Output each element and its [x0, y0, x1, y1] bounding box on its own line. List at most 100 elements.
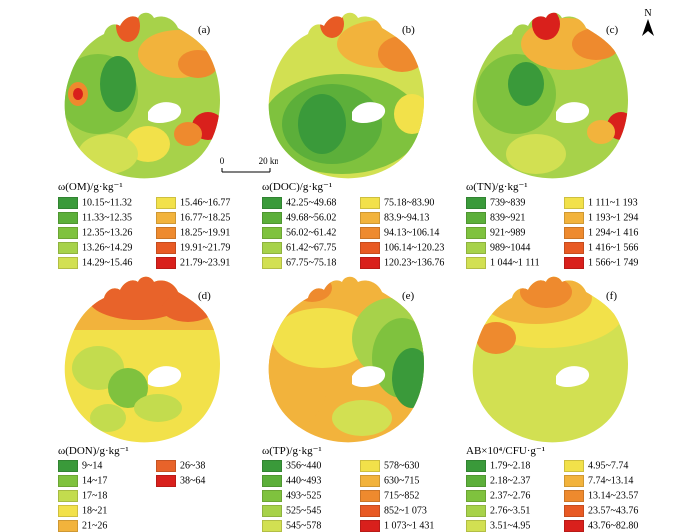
legend-label: 12.35~13.26	[82, 227, 133, 239]
legend-swatch	[466, 257, 486, 269]
legend-item: 10.15~11.32	[58, 197, 132, 209]
legend-item: 49.68~56.02	[262, 212, 337, 224]
legend-item: 21~26	[58, 520, 107, 532]
legend-swatch	[58, 227, 78, 239]
legend-item: 715~852	[360, 490, 419, 502]
legend-item: 1 111~1 193	[564, 197, 638, 209]
legend-item: 921~989	[466, 227, 526, 239]
legend-swatch	[262, 212, 282, 224]
legend-label: 1 073~1 431	[384, 520, 435, 532]
legend-label: 49.68~56.02	[286, 212, 337, 224]
north-arrow-icon: N	[642, 8, 654, 36]
legend-label: 525~545	[286, 505, 322, 517]
legend-label: 120.23~136.76	[384, 257, 445, 269]
legend-swatch	[262, 520, 282, 532]
legend-swatch	[58, 490, 78, 502]
legend-title: ω(DON)/g·kg⁻¹	[58, 445, 129, 457]
legend-item: 11.33~12.35	[58, 212, 133, 224]
legend-swatch	[360, 227, 380, 239]
map-doc	[268, 12, 424, 179]
legend-label: 14~17	[82, 475, 108, 487]
legend-item: 578~630	[360, 460, 419, 472]
panel-label: (b)	[402, 24, 415, 36]
legend-label: 630~715	[384, 475, 420, 487]
legend-item: 67.75~75.18	[262, 257, 337, 269]
legend-label: 56.02~61.42	[286, 227, 337, 239]
legend-label: 989~1044	[490, 242, 531, 254]
legend-label: 106.14~120.23	[384, 242, 445, 254]
legend-label: 1 566~1 749	[588, 257, 639, 269]
legend-swatch	[58, 242, 78, 254]
legend-swatch	[360, 197, 380, 209]
legend-title: AB×10⁴/CFU·g⁻¹	[466, 445, 546, 457]
legend-label: 839~921	[490, 212, 526, 224]
legend-item: 2.76~3.51	[466, 505, 531, 517]
legend-label: 4.95~7.74	[588, 460, 629, 472]
legend-label: 921~989	[490, 227, 526, 239]
legend-item: 56.02~61.42	[262, 227, 337, 239]
legend-item: 14.29~15.46	[58, 257, 132, 269]
legend-title: ω(TN)/g·kg⁻¹	[466, 181, 528, 193]
scale-bar: 0 20 km	[220, 156, 278, 173]
legend-item: 1 566~1 749	[564, 257, 639, 269]
panel-don: (d)	[48, 268, 228, 448]
legend-label: 61.42~67.75	[286, 242, 337, 254]
legend-item: 1 294~1 416	[564, 227, 639, 239]
legend-swatch	[262, 505, 282, 517]
legend-label: 23.57~43.76	[588, 505, 639, 517]
legend-label: 94.13~106.14	[384, 227, 440, 239]
legend-item: 2.37~2.76	[466, 490, 531, 502]
legend-label: 1 294~1 416	[588, 227, 639, 239]
legend-item: 4.95~7.74	[564, 460, 629, 472]
legend-item: 61.42~67.75	[262, 242, 337, 254]
legend-item: 26~38	[156, 460, 206, 472]
legend-swatch	[262, 257, 282, 269]
legend-item: 1.79~2.18	[466, 460, 530, 472]
north-label: N	[644, 8, 651, 19]
panel-label: (c)	[606, 24, 619, 36]
legend-item: 42.25~49.68	[262, 197, 336, 209]
legend-item: 545~578	[262, 520, 321, 532]
legend-item: 94.13~106.14	[360, 227, 440, 239]
legend-swatch	[58, 212, 78, 224]
legend-item: 23.57~43.76	[564, 505, 639, 517]
legend-label: 2.37~2.76	[490, 490, 531, 502]
legend-label: 67.75~75.18	[286, 257, 337, 269]
legend-label: 852~1 073	[384, 505, 427, 517]
legend-swatch	[466, 505, 486, 517]
legend-item: 16.77~18.25	[156, 212, 230, 224]
legend-item: 83.9~94.13	[360, 212, 430, 224]
legend-swatch	[564, 257, 584, 269]
legend-swatch	[564, 520, 584, 532]
scale-start: 0	[220, 156, 225, 166]
legend-label: 83.9~94.13	[384, 212, 430, 224]
legend-swatch	[58, 520, 78, 532]
legend-item: 2.18~2.37	[466, 475, 531, 487]
legend-label: 18~21	[82, 505, 108, 517]
legend-item: 17~18	[58, 490, 108, 502]
legend-label: 43.76~82.80	[588, 520, 639, 532]
legend-swatch	[564, 490, 584, 502]
panel-label: (d)	[198, 290, 211, 302]
legend-swatch	[466, 212, 486, 224]
legend-swatch	[466, 475, 486, 487]
legend-label: 2.76~3.51	[490, 505, 531, 517]
map-don	[64, 276, 220, 443]
legend-label: 11.33~12.35	[82, 212, 133, 224]
legend-label: 38~64	[180, 475, 206, 487]
legend-swatch	[156, 242, 176, 254]
legend-label: 26~38	[180, 460, 206, 472]
legend-swatch	[58, 460, 78, 472]
legend-swatch	[466, 242, 486, 254]
legend-label: 17~18	[82, 490, 108, 502]
legend-item: 21.79~23.91	[156, 257, 230, 269]
legend-label: 18.25~19.91	[180, 227, 231, 239]
legend-item: 19.91~21.79	[156, 242, 230, 254]
legend-label: 1 193~1 294	[588, 212, 639, 224]
legend-item: 38~64	[156, 475, 206, 487]
panel-label: (e)	[402, 290, 415, 302]
legend-item: 493~525	[262, 490, 321, 502]
legend-label: 2.18~2.37	[490, 475, 531, 487]
legend-swatch	[466, 490, 486, 502]
legend-item: 630~715	[360, 475, 420, 487]
